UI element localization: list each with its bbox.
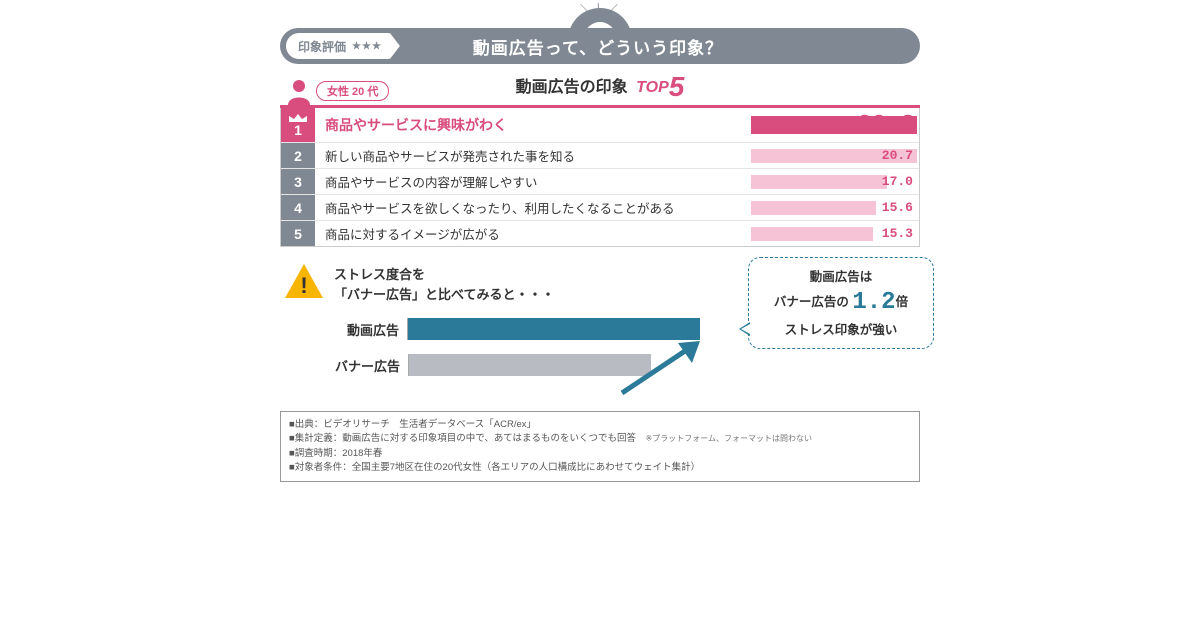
rank-value: 15.6 — [882, 200, 913, 215]
svg-text:!: ! — [300, 273, 307, 298]
rank-label: 商品やサービスを欲しくなったり、利用したくなることがある — [315, 195, 751, 220]
foot-line-1: ■出典：ビデオリサーチ 生活者データベース「ACR/ex」 — [289, 418, 911, 432]
foot-line-4: ■対象者条件：全国主要7地区在住の20代女性（各エリアの人口構成比にあわせてウェ… — [289, 461, 911, 475]
rank-number: 2 — [281, 143, 315, 168]
stress-line2: 「バナー広告」と比べてみると・・・ — [334, 287, 554, 302]
foot-line-3: ■調査時期：2018年春 — [289, 447, 911, 461]
rank-bar: 15.3 — [751, 221, 919, 246]
stress-bar-label: 動画広告 — [320, 320, 407, 339]
bubble-line1: 動画広告は — [810, 270, 873, 284]
rank-label: 商品に対するイメージが広がる — [315, 221, 751, 246]
bubble-tail-icon — [739, 322, 750, 336]
rank-number: 4 — [281, 195, 315, 220]
crown-icon — [288, 110, 308, 120]
rank-number: 3 — [281, 169, 315, 194]
table-row: 5商品に対するイメージが広がる 15.3 — [281, 220, 919, 246]
subheader: 女性 20 代 動画広告の印象 TOP5 — [280, 74, 920, 108]
bubble-line2-prefix: バナー広告の — [774, 295, 849, 309]
rank-bar: 17.0 — [751, 169, 919, 194]
rank-value: 17.0 — [882, 174, 913, 189]
rank-number: 5 — [281, 221, 315, 246]
bubble-multiplier: 1.2 — [852, 289, 895, 316]
speech-bubble: 動画広告は バナー広告の 1.2倍 ストレス印象が強い — [748, 257, 934, 349]
foot-line-2: ■集計定義：動画広告に対する印象項目の中で、あてはまるものをいくつでも回答 ※プ… — [289, 432, 911, 446]
rank-value: 15.3 — [882, 226, 913, 241]
rank-number: 1 — [281, 108, 315, 142]
rank-value: 20.8 — [857, 112, 915, 139]
bubble-line3: ストレス印象が強い — [785, 323, 898, 337]
rank-label: 新しい商品やサービスが発売された事を知る — [315, 143, 751, 168]
stress-section: ! ストレス度合を 「バナー広告」と比べてみると・・・ 動画広告バナー広告 動画… — [280, 263, 920, 403]
footnote-box: ■出典：ビデオリサーチ 生活者データベース「ACR/ex」 ■集計定義：動画広告… — [280, 411, 920, 482]
warning-icon: ! — [284, 263, 324, 299]
header-title: 動画広告って、どういう印象？ — [400, 34, 906, 59]
sub-title-top: TOP — [636, 79, 669, 96]
rank-bar-fill — [751, 201, 876, 215]
rank-bar: 20.7 — [751, 143, 919, 168]
rank-bar: 15.6 — [751, 195, 919, 220]
rank-label: 商品やサービスに興味がわく — [315, 108, 751, 142]
table-row: 4商品やサービスを欲しくなったり、利用したくなることがある 15.6 — [281, 194, 919, 220]
sub-title-num: 5 — [669, 71, 685, 102]
table-row: 3商品やサービスの内容が理解しやすい 17.0 — [281, 168, 919, 194]
stress-bar-fill — [409, 354, 651, 376]
table-row: 2新しい商品やサービスが発売された事を知る 20.7 — [281, 142, 919, 168]
rank-bar-fill — [751, 227, 873, 241]
stress-bar-label: バナー広告 — [320, 356, 408, 375]
ranking-table: 1商品やサービスに興味がわく20.82新しい商品やサービスが発売された事を知る2… — [280, 108, 920, 247]
rank-value: 20.7 — [882, 148, 913, 163]
header-badge: 印象評価 ★★★ — [286, 33, 400, 59]
table-row: 1商品やサービスに興味がわく 20.8 — [281, 108, 919, 142]
stress-heading: ストレス度合を 「バナー広告」と比べてみると・・・ — [334, 265, 554, 304]
rank-bar-fill — [751, 175, 887, 189]
header-banner: 印象評価 ★★★ 動画広告って、どういう印象？ — [280, 28, 920, 64]
badge-stars: ★★★ — [352, 41, 382, 52]
sub-title-prefix: 動画広告の印象 — [516, 79, 628, 96]
trend-arrow-icon — [616, 337, 706, 397]
bubble-line2-suffix: 倍 — [896, 295, 909, 309]
sub-title: 動画広告の印象 TOP5 — [280, 73, 920, 101]
rank-bar: 20.8 — [751, 108, 919, 142]
badge-label: 印象評価 — [298, 38, 346, 55]
rank-label: 商品やサービスの内容が理解しやすい — [315, 169, 751, 194]
stress-line1: ストレス度合を — [334, 267, 425, 282]
